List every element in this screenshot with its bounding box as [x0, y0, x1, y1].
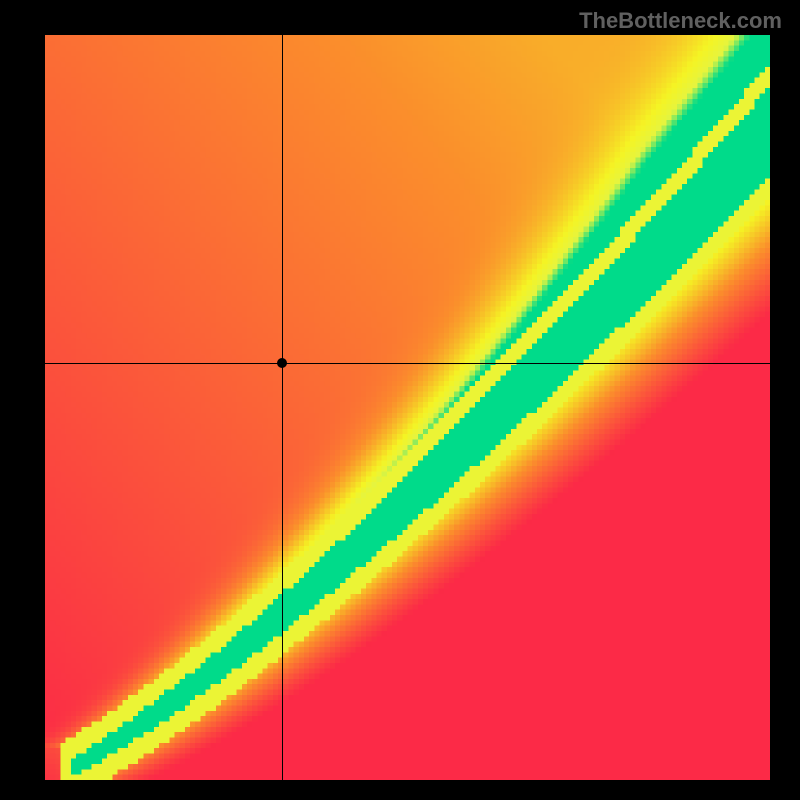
watermark-text: TheBottleneck.com [579, 8, 782, 34]
crosshair-vertical [282, 35, 283, 780]
crosshair-horizontal [45, 363, 770, 364]
chart-container: TheBottleneck.com [0, 0, 800, 800]
heatmap-canvas [45, 35, 770, 780]
heatmap-plot [45, 35, 770, 780]
crosshair-marker [277, 358, 287, 368]
